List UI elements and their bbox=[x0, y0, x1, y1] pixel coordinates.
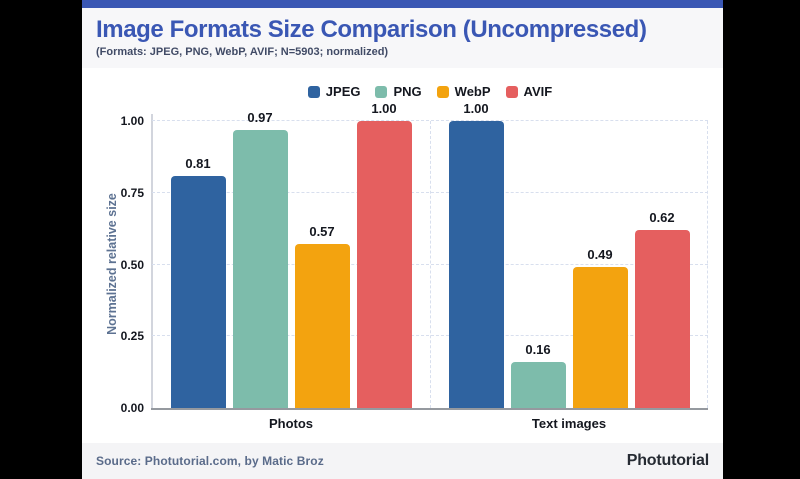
legend-label-webp: WebP bbox=[454, 84, 491, 99]
legend-label-jpeg: JPEG bbox=[325, 84, 361, 99]
chart-subtitle: (Formats: JPEG, PNG, WebP, AVIF; N=5903;… bbox=[96, 46, 389, 58]
value-label-avif-photos: 1.00 bbox=[371, 101, 397, 116]
value-label-webp-photos: 0.57 bbox=[309, 224, 335, 240]
value-label-png-photos: 0.97 bbox=[247, 109, 273, 125]
y-tick-0.00: 0.00 bbox=[120, 401, 144, 415]
gridline-x-boundary-2 bbox=[707, 121, 708, 408]
legend-swatch-jpeg bbox=[307, 85, 320, 98]
legend-swatch-avif bbox=[505, 85, 518, 98]
legend-item-webp: WebP bbox=[436, 84, 491, 99]
source-credit: Source: Photutorial.com, by Matic Broz bbox=[96, 454, 324, 468]
footer-bar: Source: Photutorial.com, by Matic Broz P… bbox=[82, 443, 723, 479]
legend-swatch-webp bbox=[436, 85, 449, 98]
legend-label-png: PNG bbox=[393, 84, 422, 99]
bar-webp-photos bbox=[294, 244, 350, 408]
legend-item-avif: AVIF bbox=[505, 84, 553, 99]
y-tick-0.75: 0.75 bbox=[120, 185, 144, 200]
chart-legend: JPEG PNG WebP AVIF bbox=[152, 84, 708, 99]
value-label-jpeg-text-images: 1.00 bbox=[463, 101, 489, 116]
bar-webp-text-images bbox=[572, 267, 628, 408]
legend-item-jpeg: JPEG bbox=[307, 84, 361, 99]
value-label-avif-text-images: 0.62 bbox=[649, 210, 675, 226]
legend-label-avif: AVIF bbox=[523, 84, 553, 99]
bar-png-text-images bbox=[510, 362, 566, 408]
y-tick-0.50: 0.50 bbox=[120, 257, 144, 272]
y-tick-1.00: 1.00 bbox=[120, 114, 144, 128]
bar-jpeg-photos bbox=[170, 175, 226, 408]
y-axis-tick-labels: 0.00 0.25 0.50 0.75 1.00 bbox=[82, 114, 144, 415]
chart-title: Image Formats Size Comparison (Uncompres… bbox=[96, 16, 647, 43]
infographic-card: Image Formats Size Comparison (Uncompres… bbox=[82, 0, 723, 479]
y-axis-line bbox=[151, 114, 153, 408]
x-axis-category-labels: Photos Text images bbox=[152, 416, 708, 431]
bar-jpeg-text-images bbox=[448, 121, 504, 408]
gridline-x-boundary-1 bbox=[430, 121, 431, 408]
x-category-label-text-images: Text images bbox=[531, 416, 607, 431]
top-accent-bar bbox=[82, 0, 723, 8]
photutorial-logo: Photutorial bbox=[626, 452, 709, 469]
value-label-png-text-images: 0.16 bbox=[525, 342, 551, 358]
bar-avif-photos bbox=[356, 121, 412, 408]
legend-item-png: PNG bbox=[375, 84, 422, 99]
value-label-webp-text-images: 0.49 bbox=[587, 247, 613, 263]
bar-png-photos bbox=[232, 129, 288, 408]
chart-header: Image Formats Size Comparison (Uncompres… bbox=[82, 8, 723, 68]
gridline-y-1.00 bbox=[152, 120, 708, 121]
x-axis-line bbox=[151, 408, 708, 410]
value-label-jpeg-photos: 0.81 bbox=[185, 155, 211, 171]
x-category-label-photos: Photos bbox=[268, 416, 314, 431]
y-tick-0.25: 0.25 bbox=[120, 329, 144, 344]
bar-avif-text-images bbox=[634, 230, 690, 408]
legend-swatch-png bbox=[375, 85, 388, 98]
plot-area: 0.81 0.97 0.57 1.00 1.00 0.16 0.49 0.62 bbox=[151, 101, 708, 410]
